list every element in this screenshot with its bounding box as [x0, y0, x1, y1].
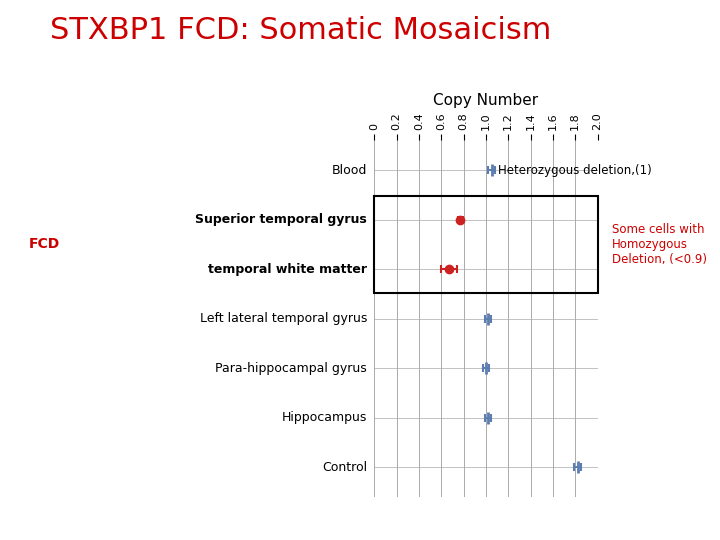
Text: Control: Control	[322, 461, 367, 474]
Text: FCD: FCD	[29, 238, 60, 251]
Text: Left lateral temporal gyrus: Left lateral temporal gyrus	[200, 312, 367, 325]
Text: STXBP1 FCD: Somatic Mosaicism: STXBP1 FCD: Somatic Mosaicism	[50, 16, 552, 45]
X-axis label: Copy Number: Copy Number	[433, 93, 539, 109]
Text: Blood: Blood	[332, 164, 367, 177]
Text: Superior temporal gyrus: Superior temporal gyrus	[195, 213, 367, 226]
Text: Hippocampus: Hippocampus	[282, 411, 367, 424]
Text: Some cells with
Homozygous
Deletion, (<0.9): Some cells with Homozygous Deletion, (<0…	[612, 223, 707, 266]
Text: temporal white matter: temporal white matter	[208, 262, 367, 275]
Text: Para-hippocampal gyrus: Para-hippocampal gyrus	[215, 362, 367, 375]
Bar	[374, 196, 598, 293]
Text: Heterozygous deletion,(1): Heterozygous deletion,(1)	[498, 164, 652, 177]
